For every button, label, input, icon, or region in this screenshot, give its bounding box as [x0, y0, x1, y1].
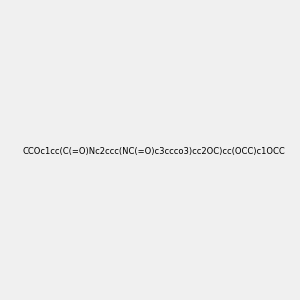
Text: CCOc1cc(C(=O)Nc2ccc(NC(=O)c3ccco3)cc2OC)cc(OCC)c1OCC: CCOc1cc(C(=O)Nc2ccc(NC(=O)c3ccco3)cc2OC)… — [22, 147, 285, 156]
